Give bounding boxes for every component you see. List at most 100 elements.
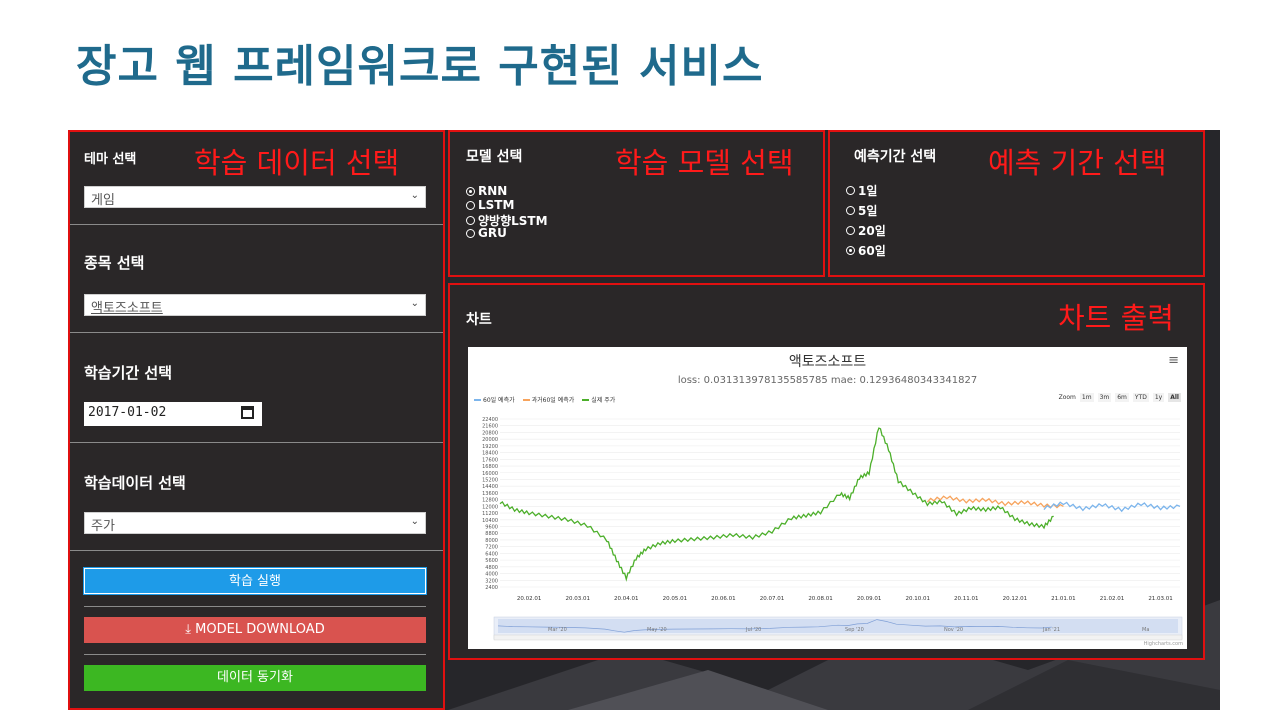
theme-select[interactable]: 게임 ⌄ bbox=[84, 186, 426, 208]
stock-chart: 액토즈소프트 loss: 0.031313978135585785 mae: 0… bbox=[468, 347, 1187, 649]
theme-label: 테마 선택 bbox=[84, 152, 137, 167]
y-tick-label: 20000 bbox=[482, 437, 498, 443]
y-tick-label: 19200 bbox=[482, 444, 498, 450]
period-option[interactable]: 60일 bbox=[846, 242, 886, 259]
stock-value: 액토즈소프트 bbox=[91, 301, 163, 316]
period-radio[interactable] bbox=[846, 206, 855, 215]
stock-select[interactable]: 액토즈소프트 ⌄ bbox=[84, 294, 426, 316]
navigator-tick-label: Ma bbox=[1142, 627, 1149, 633]
zoom-3m-button[interactable]: 3m bbox=[1097, 393, 1112, 402]
period-option-label: 60일 bbox=[858, 244, 886, 258]
y-tick-label: 20800 bbox=[482, 430, 498, 436]
model-option[interactable]: LSTM bbox=[466, 198, 514, 212]
x-tick-label: 20.05.01 bbox=[663, 596, 688, 602]
chart-credits: Highcharts.com bbox=[1143, 641, 1183, 647]
training-period-label: 학습기간 선택 bbox=[84, 364, 173, 382]
train-button[interactable]: 학습 실행 bbox=[83, 567, 427, 595]
chart-panel: 차트 차트 출력 액토즈소프트 loss: 0.0313139781355857… bbox=[448, 283, 1205, 660]
legend-item-actual[interactable]: 실제 주가 bbox=[582, 395, 615, 404]
chevron-down-icon: ⌄ bbox=[410, 516, 419, 527]
model-radio[interactable] bbox=[466, 216, 475, 225]
navigator-tick-label: Mar '20 bbox=[548, 627, 567, 633]
y-tick-label: 14400 bbox=[482, 484, 498, 490]
period-panel-title: 예측기간 선택 bbox=[854, 149, 937, 165]
model-option[interactable]: RNN bbox=[466, 184, 507, 198]
y-tick-label: 16800 bbox=[482, 464, 498, 470]
x-tick-label: 21.01.01 bbox=[1051, 596, 1076, 602]
actual-price-line bbox=[499, 427, 1054, 582]
period-radio[interactable] bbox=[846, 226, 855, 235]
chart-legend: 60일 예측가 과거60일 예측가 실제 주가 bbox=[474, 395, 615, 404]
chart-panel-title: 차트 bbox=[466, 312, 492, 328]
data-sync-button[interactable]: 데이터 동기화 bbox=[84, 665, 426, 691]
annotation-chart: 차트 출력 bbox=[1058, 301, 1174, 335]
x-tick-label: 21.03.01 bbox=[1148, 596, 1173, 602]
x-tick-label: 20.10.01 bbox=[905, 596, 930, 602]
period-option[interactable]: 20일 bbox=[846, 222, 886, 239]
zoom-ytd-button[interactable]: YTD bbox=[1132, 393, 1149, 402]
y-tick-label: 21600 bbox=[482, 424, 498, 430]
start-date-input[interactable]: 2017-01-02 bbox=[84, 402, 262, 426]
training-data-select[interactable]: 주가 ⌄ bbox=[84, 512, 426, 534]
zoom-1m-button[interactable]: 1m bbox=[1079, 393, 1094, 402]
y-tick-label: 4800 bbox=[485, 565, 498, 571]
navigator-selection[interactable] bbox=[498, 619, 1178, 633]
x-tick-label: 20.02.01 bbox=[517, 596, 542, 602]
model-download-button[interactable]: ⤓ MODEL DOWNLOAD bbox=[84, 617, 426, 643]
model-radio[interactable] bbox=[466, 228, 475, 238]
period-radio[interactable] bbox=[846, 186, 855, 195]
stock-label: 종목 선택 bbox=[84, 254, 145, 272]
zoom-label: Zoom bbox=[1058, 394, 1076, 401]
chart-subtitle: loss: 0.031313978135585785 mae: 0.129364… bbox=[677, 375, 978, 386]
zoom-all-button[interactable]: All bbox=[1168, 393, 1181, 402]
model-radio[interactable] bbox=[466, 186, 475, 196]
period-option[interactable]: 5일 bbox=[846, 202, 877, 219]
navigator-tick-label: Nov '20 bbox=[944, 627, 963, 633]
navigator-scrollbar[interactable] bbox=[493, 634, 1183, 641]
chevron-down-icon: ⌄ bbox=[410, 298, 419, 309]
y-tick-label: 6400 bbox=[485, 551, 498, 557]
model-radio[interactable] bbox=[466, 200, 475, 210]
period-radio[interactable] bbox=[846, 246, 855, 255]
y-tick-label: 12800 bbox=[482, 498, 498, 504]
background-graphic bbox=[448, 600, 1220, 710]
x-tick-label: 20.08.01 bbox=[808, 596, 833, 602]
x-tick-label: 20.03.01 bbox=[565, 596, 590, 602]
y-tick-label: 15200 bbox=[482, 477, 498, 483]
zoom-controls: Zoom 1m 3m 6m YTD 1y All bbox=[1059, 393, 1181, 402]
calendar-icon[interactable] bbox=[241, 406, 254, 419]
model-select-panel: 모델 선택 학습 모델 선택 RNN LSTM 양방향LSTM GRU bbox=[448, 130, 825, 277]
model-option[interactable]: GRU bbox=[466, 226, 507, 240]
legend-label: 60일 예측가 bbox=[483, 397, 515, 404]
y-tick-label: 8800 bbox=[485, 531, 498, 537]
annotation-period: 예측 기간 선택 bbox=[988, 146, 1167, 180]
navigator-line bbox=[497, 619, 1052, 633]
x-tick-label: 20.11.01 bbox=[954, 596, 979, 602]
x-tick-label: 20.04.01 bbox=[614, 596, 639, 602]
divider bbox=[84, 606, 426, 607]
period-option[interactable]: 1일 bbox=[846, 182, 877, 199]
y-tick-label: 9600 bbox=[485, 525, 498, 531]
navigator-tick-label: Sep '20 bbox=[845, 627, 864, 633]
past60-prediction-line bbox=[926, 495, 1064, 509]
y-tick-label: 16000 bbox=[482, 471, 498, 477]
model-option[interactable]: 양방향LSTM bbox=[466, 212, 548, 229]
app-screen: 테마 선택 학습 데이터 선택 게임 ⌄ 종목 선택 액토즈소프트 ⌄ 학습기간… bbox=[68, 130, 1220, 710]
legend-item-past60[interactable]: 과거60일 예측가 bbox=[522, 395, 574, 404]
x-tick-label: 21.02.01 bbox=[1100, 596, 1125, 602]
training-data-label: 학습데이터 선택 bbox=[84, 474, 186, 492]
y-tick-label: 12000 bbox=[482, 504, 498, 510]
legend-item-pred60[interactable]: 60일 예측가 bbox=[474, 395, 515, 404]
chart-menu-icon[interactable]: ≡ bbox=[1168, 353, 1179, 368]
y-tick-label: 22400 bbox=[482, 417, 498, 423]
zoom-1y-button[interactable]: 1y bbox=[1152, 393, 1165, 402]
model-panel-title: 모델 선택 bbox=[466, 149, 523, 165]
zoom-6m-button[interactable]: 6m bbox=[1115, 393, 1129, 402]
annotation-model: 학습 모델 선택 bbox=[615, 146, 794, 180]
y-tick-label: 7200 bbox=[485, 545, 498, 551]
y-tick-label: 5600 bbox=[485, 558, 498, 564]
y-tick-label: 4000 bbox=[485, 572, 498, 578]
theme-value: 게임 bbox=[91, 193, 115, 208]
navigator-tick-label: Jul '20 bbox=[745, 627, 761, 633]
training-data-panel: 테마 선택 학습 데이터 선택 게임 ⌄ 종목 선택 액토즈소프트 ⌄ 학습기간… bbox=[68, 130, 445, 710]
